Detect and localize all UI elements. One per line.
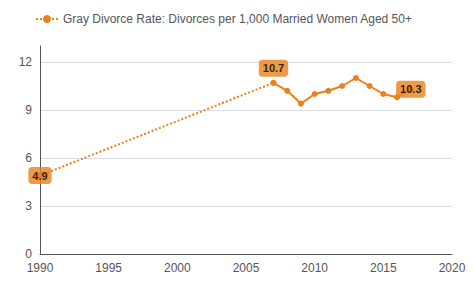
svg-text:6: 6: [25, 151, 32, 165]
svg-text:2010: 2010: [301, 261, 328, 275]
svg-text:2015: 2015: [370, 261, 397, 275]
svg-text:10.3: 10.3: [400, 83, 421, 95]
svg-text:0: 0: [25, 247, 32, 261]
svg-text:Gray Divorce Rate: Divorces pe: Gray Divorce Rate: Divorces per 1,000 Ma…: [63, 12, 412, 26]
svg-text:10.7: 10.7: [263, 62, 284, 74]
svg-text:1990: 1990: [27, 261, 54, 275]
svg-text:3: 3: [25, 199, 32, 213]
svg-text:2020: 2020: [439, 261, 466, 275]
svg-text:2005: 2005: [233, 261, 260, 275]
svg-text:1995: 1995: [95, 261, 122, 275]
svg-text:2000: 2000: [164, 261, 191, 275]
svg-text:4.9: 4.9: [32, 170, 47, 182]
svg-text:9: 9: [25, 103, 32, 117]
svg-text:12: 12: [19, 55, 33, 69]
